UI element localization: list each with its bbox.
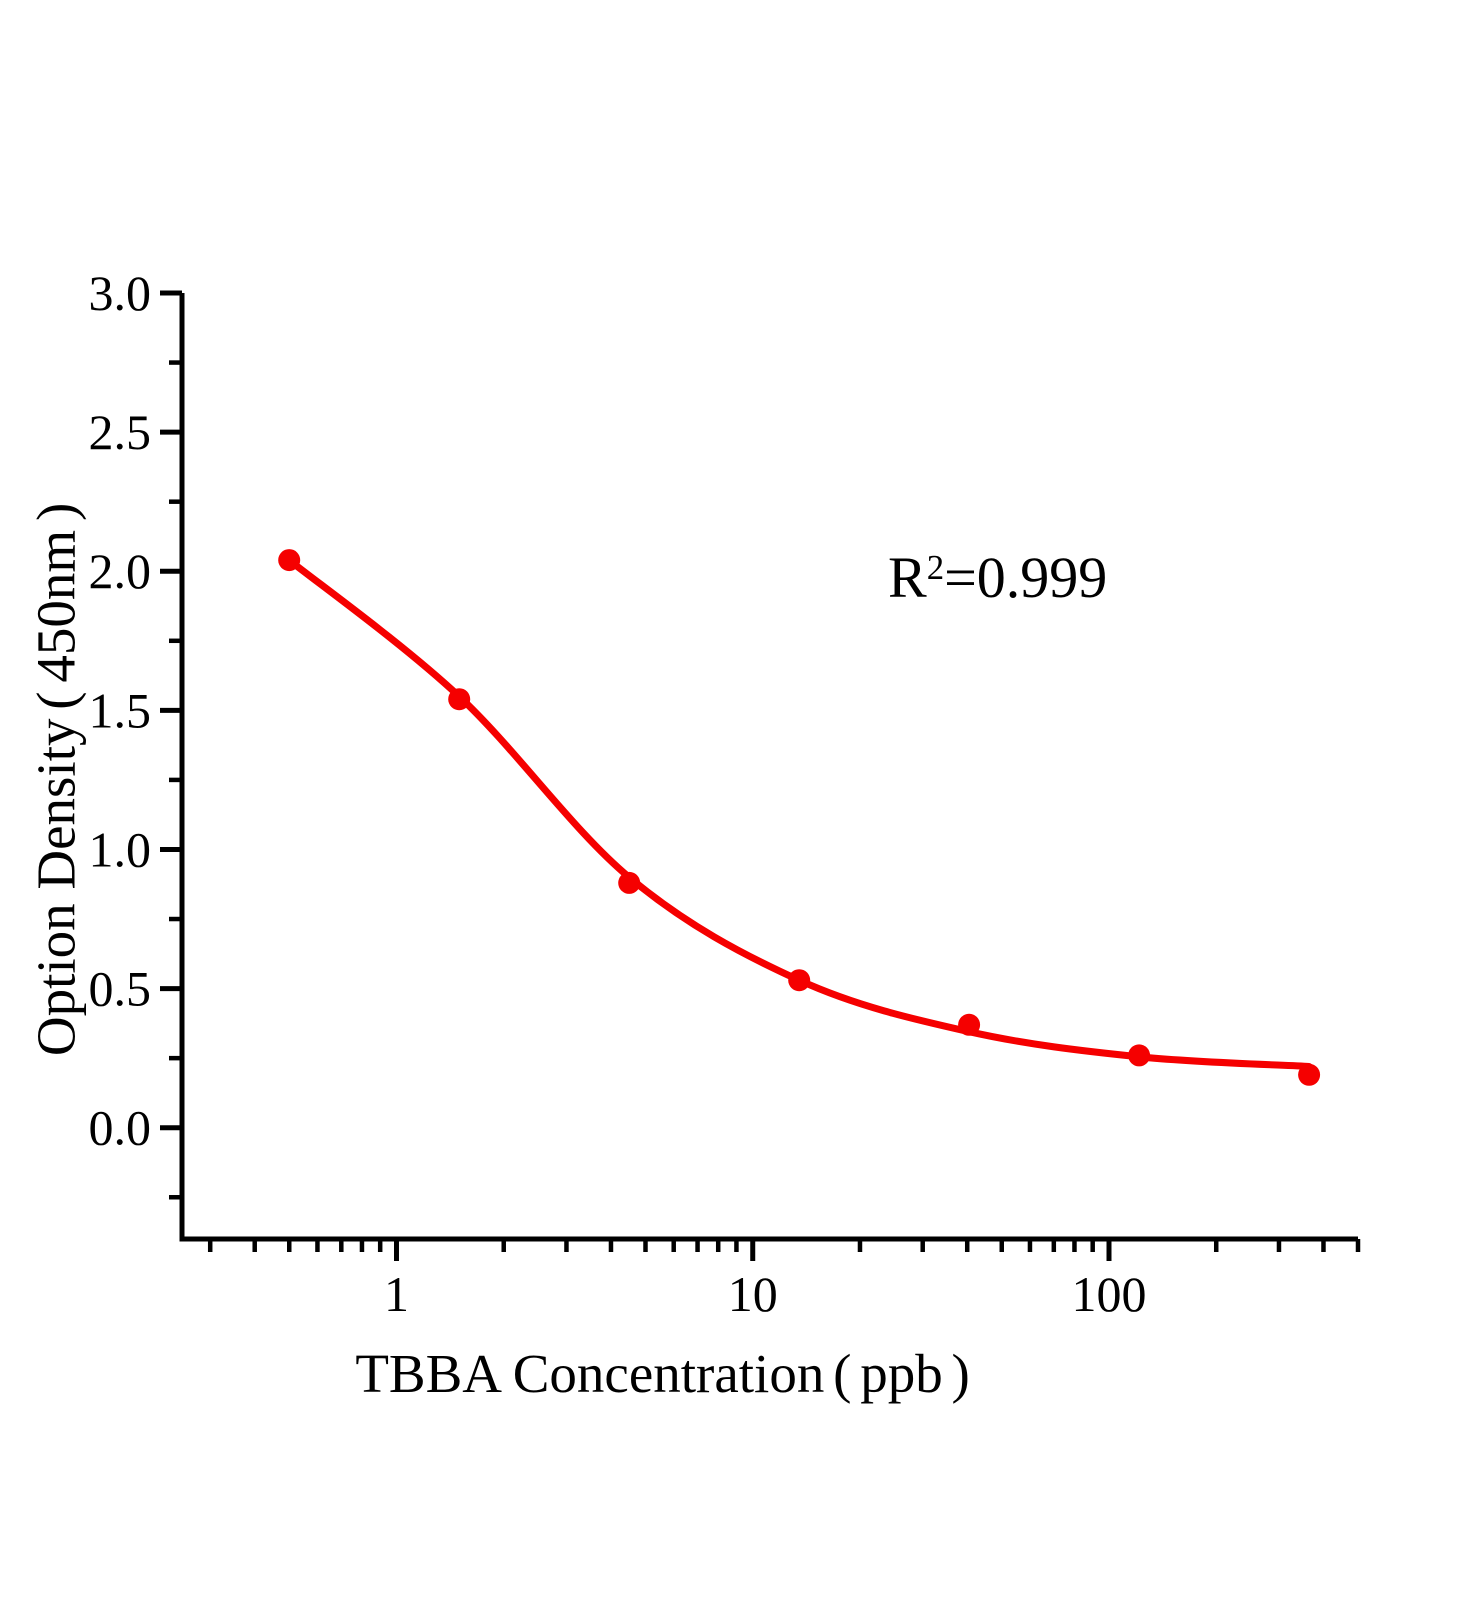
data-point — [278, 549, 301, 572]
y-tick-label: 2.0 — [89, 543, 152, 599]
data-point — [1128, 1044, 1151, 1067]
y-axis-title: Option Density(450nm) — [25, 502, 87, 1057]
x-tick-label: 1 — [384, 1266, 409, 1322]
data-point — [788, 969, 811, 992]
r-squared-value: =0.999 — [944, 545, 1108, 610]
fullwidth-open-paren: ( — [833, 1343, 852, 1404]
y-tick-label: 0.5 — [89, 961, 152, 1017]
data-point — [448, 688, 471, 711]
data-point — [618, 871, 641, 894]
x-tick-label: 10 — [728, 1266, 778, 1322]
r-squared-annotation: R2=0.999 — [888, 544, 1107, 611]
fullwidth-close-paren: ) — [951, 1343, 970, 1404]
x-axis-title: TBBA Concentration(ppb) — [355, 1343, 970, 1404]
r-squared-base: R — [888, 545, 927, 610]
x-tick-label: 100 — [1071, 1266, 1146, 1322]
r-squared-exponent: 2 — [926, 547, 945, 587]
data-point — [1298, 1063, 1321, 1086]
y-tick-label: 1.5 — [89, 682, 152, 738]
data-point — [958, 1013, 981, 1036]
y-tick-label: 3.0 — [89, 265, 152, 321]
y-tick-label: 0.0 — [89, 1100, 152, 1156]
y-tick-label: 2.5 — [89, 404, 152, 460]
y-tick-label: 1.0 — [89, 821, 152, 877]
fullwidth-close-paren: ) — [25, 502, 87, 521]
fullwidth-open-paren: ( — [25, 691, 87, 710]
